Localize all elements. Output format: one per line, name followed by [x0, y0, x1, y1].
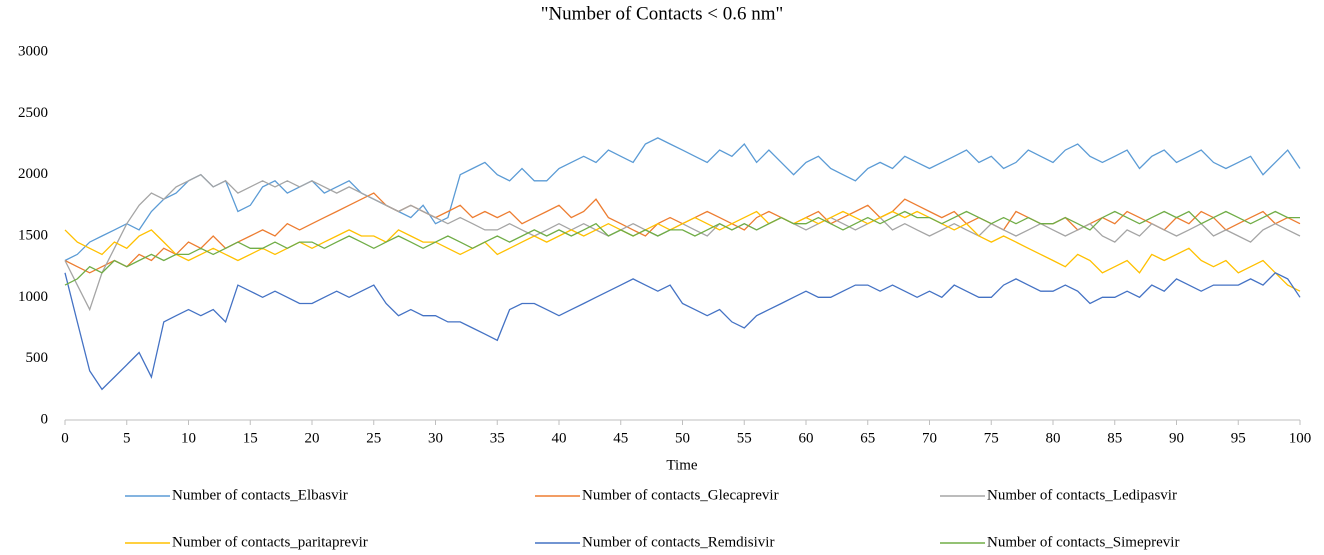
x-tick-label: 55 — [737, 430, 752, 446]
y-tick-label: 1000 — [18, 289, 48, 305]
legend-label: Number of contacts_Ledipasvir — [987, 487, 1177, 503]
legend-label: Number of contacts_paritaprevir — [172, 534, 368, 550]
x-tick-label: 85 — [1107, 430, 1122, 446]
legend-label: Number of contacts_Simeprevir — [987, 534, 1179, 550]
x-axis-label: Time — [666, 457, 697, 473]
series-line — [64, 173, 1301, 312]
x-tick-label: 25 — [366, 430, 381, 446]
chart-title: "Number of Contacts < 0.6 nm" — [541, 3, 784, 24]
series-line — [64, 210, 1301, 292]
y-tick-label: 0 — [41, 411, 49, 427]
y-tick-label: 2000 — [18, 166, 48, 182]
x-tick-label: 50 — [675, 430, 690, 446]
x-tick-label: 65 — [860, 430, 875, 446]
series-line — [64, 137, 1301, 262]
x-tick-label: 100 — [1289, 430, 1312, 446]
x-tick-label: 5 — [123, 430, 131, 446]
x-tick-label: 80 — [1046, 430, 1061, 446]
series-line — [64, 210, 1300, 286]
x-tick-label: 20 — [305, 430, 320, 446]
x-tick-label: 35 — [490, 430, 505, 446]
x-tick-label: 60 — [799, 430, 814, 446]
y-tick-label: 3000 — [18, 43, 48, 59]
legend-label: Number of contacts_Remdisivir — [582, 534, 774, 550]
x-tick-label: 45 — [613, 430, 628, 446]
x-tick-label: 30 — [428, 430, 443, 446]
legend-label: Number of contacts_Glecaprevir — [582, 487, 779, 503]
x-tick-label: 15 — [243, 430, 258, 446]
series-line — [64, 272, 1301, 391]
y-tick-label: 500 — [26, 350, 49, 366]
x-tick-label: 70 — [922, 430, 937, 446]
x-tick-label: 0 — [61, 430, 69, 446]
y-tick-label: 2500 — [18, 105, 48, 121]
x-tick-label: 95 — [1231, 430, 1246, 446]
x-tick-label: 75 — [984, 430, 999, 446]
legend-label: Number of contacts_Elbasvir — [172, 487, 348, 503]
y-tick-label: 1500 — [18, 227, 48, 243]
x-tick-label: 10 — [181, 430, 196, 446]
x-tick-label: 90 — [1169, 430, 1184, 446]
x-tick-label: 40 — [552, 430, 567, 446]
